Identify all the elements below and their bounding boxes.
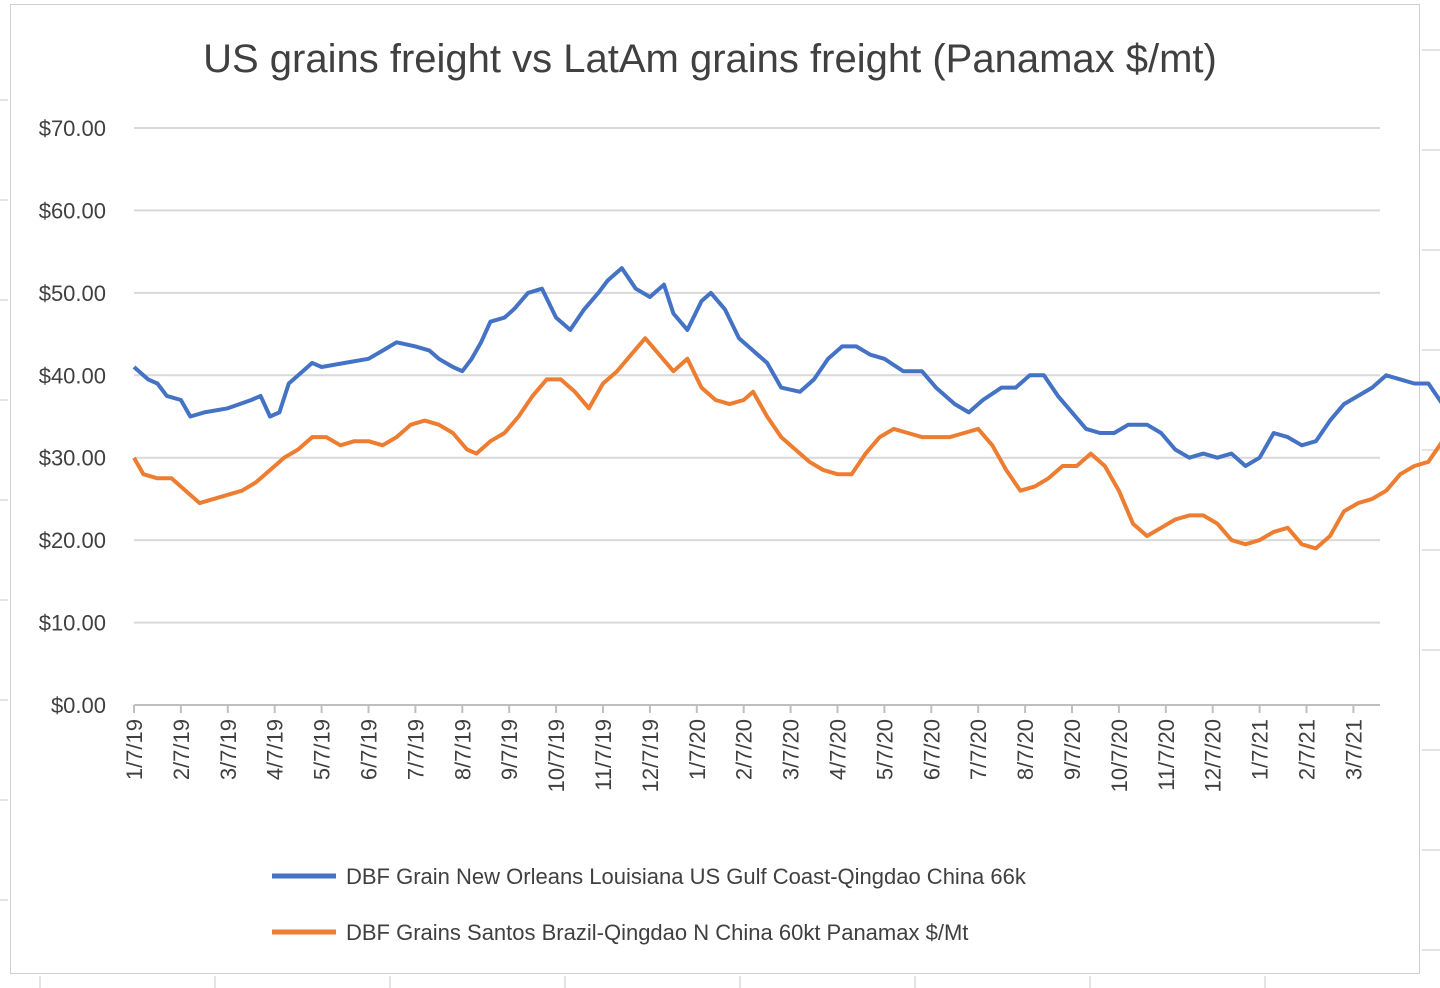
x-tick-label: 10/7/19	[544, 719, 569, 792]
x-tick-label: 2/7/19	[169, 719, 194, 780]
x-tick-label: 9/7/19	[497, 719, 522, 780]
x-tick-label: 7/7/20	[966, 719, 991, 780]
x-tick-label: 6/7/20	[919, 719, 944, 780]
y-tick-label: $70.00	[39, 116, 106, 141]
legend-label: DBF Grains Santos Brazil-Qingdao N China…	[346, 920, 968, 945]
series-line-santos-brazil	[132, 336, 1440, 551]
x-tick-label: 9/7/20	[1060, 719, 1085, 780]
y-tick-label: $60.00	[39, 198, 106, 223]
y-tick-label: $20.00	[39, 528, 106, 553]
x-axis: 1/7/19 2/7/19 3/7/19 4/7/19 5/7/19 6/7/19 7/7/…	[122, 704, 1380, 792]
y-tick-label: $40.00	[39, 363, 106, 388]
x-tick-label: 5/7/20	[872, 719, 897, 780]
plot-series	[132, 266, 1440, 551]
x-tick-label: 5/7/19	[310, 719, 335, 780]
x-tick-label: 1/7/19	[122, 719, 147, 780]
series-line-us-gulf	[132, 266, 1440, 468]
x-tick-label: 10/7/20	[1107, 719, 1132, 792]
legend: DBF Grain New Orleans Louisiana US Gulf …	[272, 864, 1027, 945]
y-tick-label: $50.00	[39, 281, 106, 306]
y-tick-label: $30.00	[39, 446, 106, 471]
x-tick-label: 7/7/19	[403, 719, 428, 780]
x-tick-label: 12/7/20	[1201, 719, 1226, 792]
x-tick-label: 8/7/20	[1013, 719, 1038, 780]
x-tick-label: 1/7/21	[1248, 719, 1273, 780]
x-tick-label: 2/7/21	[1295, 719, 1320, 780]
y-tick-label: $0.00	[51, 693, 106, 718]
x-tick-label: 2/7/20	[732, 719, 757, 780]
x-tick-label: 4/7/20	[826, 719, 851, 780]
y-tick-label: $10.00	[39, 611, 106, 636]
x-tick-label: 3/7/21	[1341, 719, 1366, 780]
horizontal-gridlines	[134, 127, 1380, 624]
x-tick-label: 4/7/19	[263, 719, 288, 780]
x-tick-label: 11/7/20	[1154, 719, 1179, 791]
y-axis-tick-labels: $0.00 $10.00 $20.00 $30.00 $40.00 $50.00 $60.0…	[39, 116, 106, 718]
x-tick-label: 3/7/19	[216, 719, 241, 780]
legend-label: DBF Grain New Orleans Louisiana US Gulf …	[346, 864, 1027, 889]
x-tick-label: 6/7/19	[357, 719, 382, 780]
x-tick-label: 8/7/19	[450, 719, 475, 780]
x-tick-label: 1/7/20	[685, 719, 710, 780]
x-tick-label: 12/7/19	[638, 719, 663, 792]
chart-title: US grains freight vs LatAm grains freigh…	[203, 37, 1217, 81]
x-tick-label: 3/7/20	[779, 719, 804, 780]
x-tick-label: 11/7/19	[591, 719, 616, 791]
